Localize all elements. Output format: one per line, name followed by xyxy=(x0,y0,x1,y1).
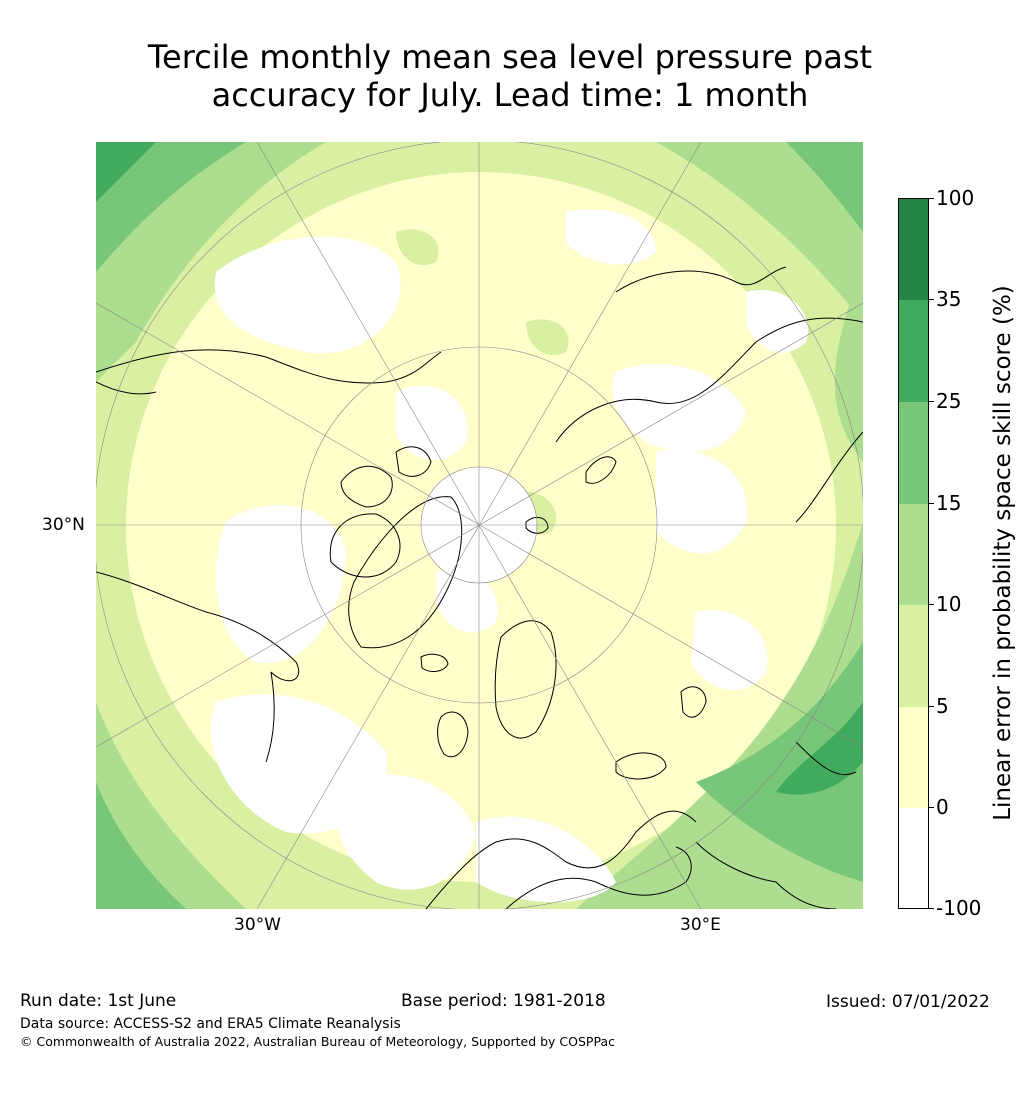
skill-band-25-35-nw xyxy=(96,142,156,202)
skill-band-15-25-nw xyxy=(96,142,246,272)
coast-british-isles xyxy=(437,711,469,758)
colorbar-bin-15-25 xyxy=(899,402,928,504)
coast-north-america xyxy=(96,349,442,384)
skill-band-15-25-se xyxy=(696,642,863,882)
colorbar xyxy=(898,198,929,909)
skill-band-10-15-ne-asia xyxy=(834,262,863,462)
data-source: Data source: ACCESS-S2 and ERA5 Climate … xyxy=(20,1016,401,1032)
colorbar-label: Linear error in probability space skill … xyxy=(990,285,1016,821)
coast-mediterranean xyxy=(505,846,692,909)
skill-band-15-25-sw xyxy=(96,782,186,909)
colorbar-tick: 5 xyxy=(936,694,949,718)
title-line-2: accuracy for July. Lead time: 1 month xyxy=(211,76,809,114)
coast-arabia xyxy=(695,841,837,909)
colorbar-tick: 100 xyxy=(936,186,975,210)
skill-patch-negative xyxy=(303,270,345,315)
skill-patch-negative xyxy=(566,209,656,265)
coastlines xyxy=(96,266,863,909)
meridian-120 xyxy=(96,302,863,748)
graticule xyxy=(96,142,863,909)
coast-svalbard xyxy=(525,516,549,534)
coast-india xyxy=(795,741,857,776)
coast-caspian xyxy=(680,686,707,718)
colorbar-tick: -100 xyxy=(936,896,982,920)
skill-patch-negative xyxy=(436,570,498,633)
coast-canadian-archipelago-2 xyxy=(395,446,432,477)
colorbar-bin-35-100 xyxy=(899,199,928,300)
lat-label-30n: 30°N xyxy=(42,515,85,535)
colorbar-tick: 10 xyxy=(936,592,962,616)
skill-band-15-25-ne xyxy=(786,142,863,232)
colorbar-bin-10-15 xyxy=(899,504,928,605)
skill-band-10-15-ne xyxy=(656,142,863,322)
lon-label-30e: 30°E xyxy=(680,915,721,935)
coast-hudson-bay xyxy=(329,513,401,578)
skill-patch-green xyxy=(396,229,439,266)
title-line-1: Tercile monthly mean sea level pressure … xyxy=(147,38,873,76)
coast-canadian-archipelago xyxy=(340,465,393,508)
colorbar-bin-25-35 xyxy=(899,300,928,402)
colorbar-bin-0-5 xyxy=(899,707,928,808)
skill-patch-negative xyxy=(396,385,468,461)
coast-siberia xyxy=(615,266,787,293)
skill-patch-negative xyxy=(336,774,476,890)
colorbar-tick: 35 xyxy=(936,287,962,311)
coast-asia-east xyxy=(795,431,863,523)
lon-label-30w: 30°W xyxy=(234,915,281,935)
coast-eastern-canada xyxy=(96,571,300,682)
coast-eurasia-north xyxy=(555,317,863,443)
colorbar-bin-neg100-0 xyxy=(899,808,928,908)
colorbar-tick: 25 xyxy=(936,389,962,413)
issued-date: Issued: 07/01/2022 xyxy=(826,992,990,1012)
skill-patch-negative xyxy=(216,505,346,664)
colorbar-tick: 0 xyxy=(936,795,949,819)
coast-europe xyxy=(425,810,697,909)
copyright: © Commonwealth of Australia 2022, Austra… xyxy=(20,1034,615,1049)
base-period: Base period: 1981-2018 xyxy=(401,991,606,1011)
coast-iceland xyxy=(420,653,449,672)
skill-patch-negative xyxy=(612,364,746,452)
coast-scandinavia xyxy=(494,620,557,739)
coast-alaska xyxy=(96,381,157,395)
polar-map-svg xyxy=(96,142,863,909)
skill-patch-negative xyxy=(476,816,616,903)
chart-title: Tercile monthly mean sea level pressure … xyxy=(0,38,1020,114)
skill-patch-negative xyxy=(746,290,808,353)
coast-novaya-zemlya xyxy=(585,456,617,484)
colorbar-bin-5-10 xyxy=(899,605,928,707)
skill-patch-green xyxy=(526,319,569,356)
coast-greenland xyxy=(348,496,463,649)
run-date: Run date: 1st June xyxy=(20,991,177,1011)
coast-us-east xyxy=(265,671,275,763)
skill-patch-negative xyxy=(691,610,768,691)
skill-band-25-35-se xyxy=(776,702,863,795)
colorbar-tick: 15 xyxy=(936,491,962,515)
skill-patch-negative xyxy=(656,450,748,554)
polar-map xyxy=(96,142,863,909)
